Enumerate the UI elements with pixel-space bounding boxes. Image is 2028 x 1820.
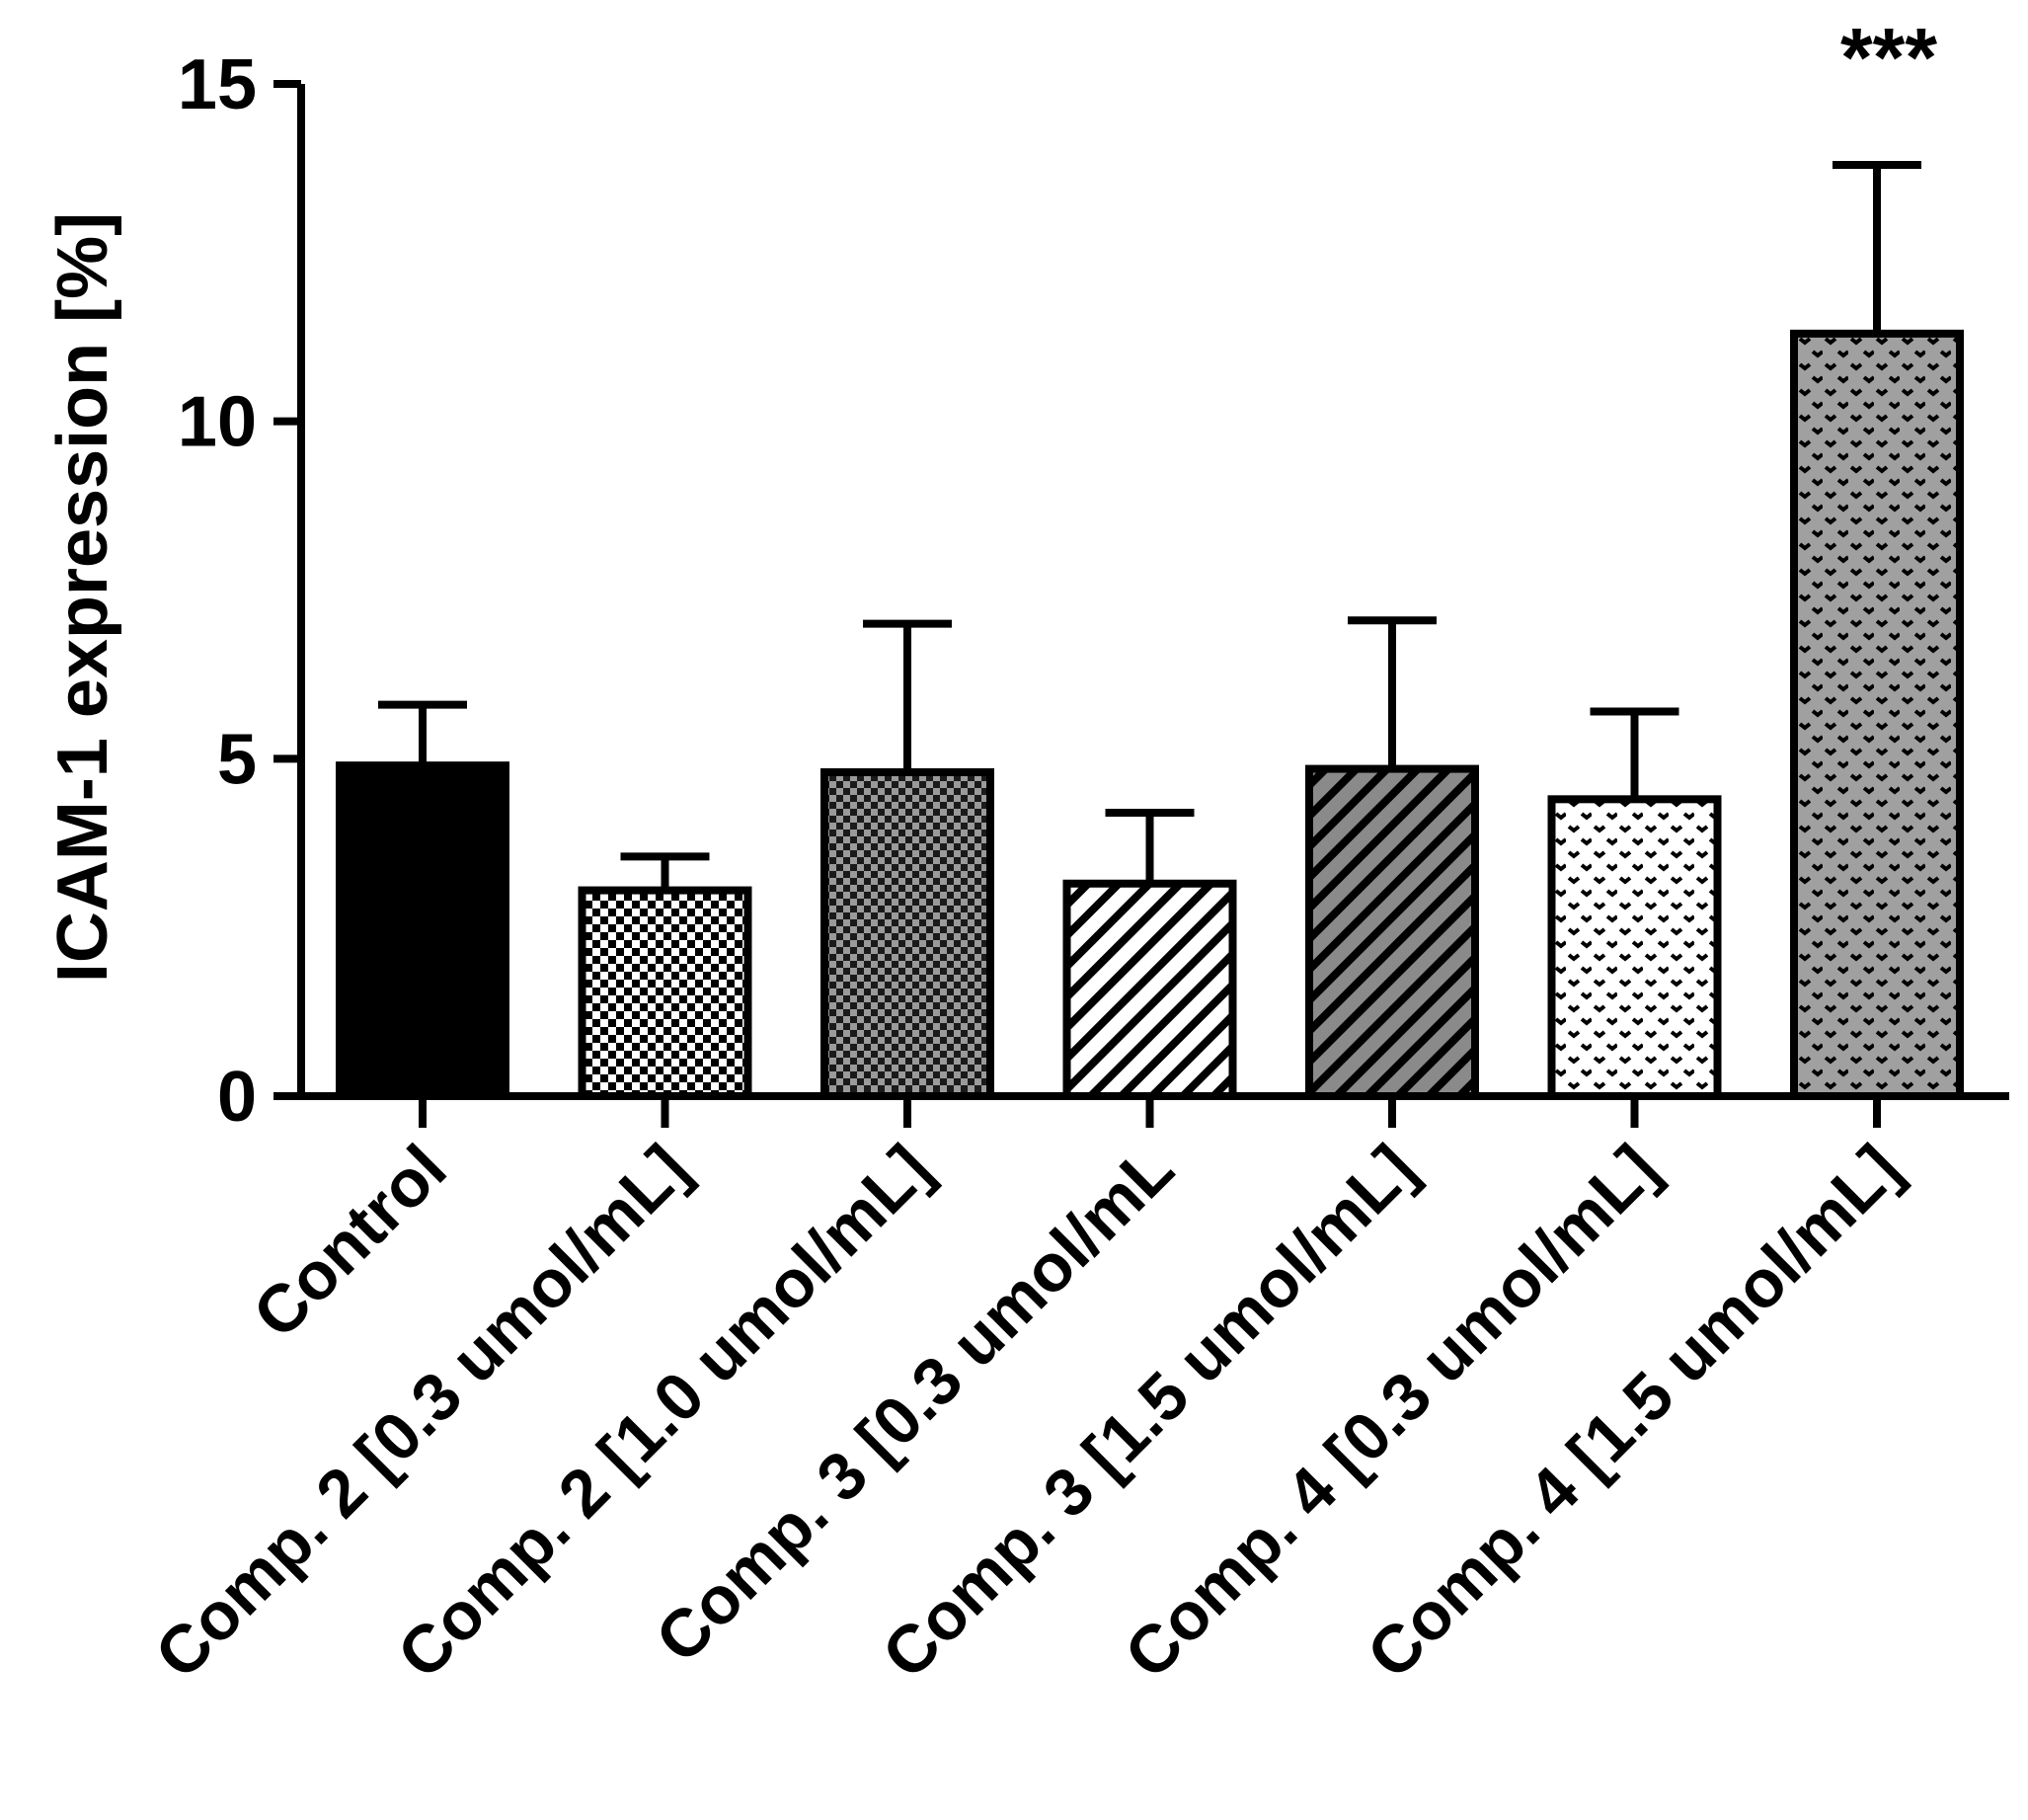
- bar: [820, 768, 994, 1100]
- y-axis: 0 5 10 15: [178, 45, 305, 1137]
- bar: [1547, 795, 1722, 1100]
- y-tick-label: 10: [178, 383, 257, 462]
- y-axis-title: ICAM-1 expression [%]: [43, 212, 122, 983]
- bars: [336, 329, 1964, 1101]
- x-axis: [297, 1092, 2009, 1128]
- bar: [1305, 764, 1479, 1100]
- x-category-label: Control: [239, 1131, 461, 1353]
- y-tick-label: 0: [217, 1058, 257, 1137]
- error-bars: [378, 161, 1921, 891]
- y-tick-label: 5: [217, 720, 257, 799]
- bar: [1790, 329, 1964, 1101]
- bar: [1062, 879, 1237, 1100]
- bar: [578, 886, 752, 1100]
- bar: [336, 761, 509, 1101]
- y-tick-label: 15: [178, 45, 257, 124]
- annotations: ***: [1840, 11, 1937, 104]
- significance-label: ***: [1840, 11, 1937, 104]
